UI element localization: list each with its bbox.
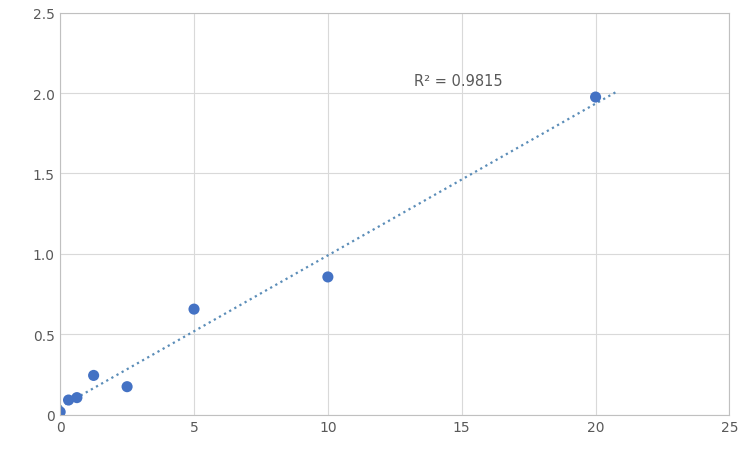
Point [62,396,74,404]
Point [188,306,200,313]
Point [590,94,602,101]
Point [71,394,83,401]
Point [121,383,133,391]
Point [54,409,66,416]
Point [87,372,99,379]
Text: R² = 0.9815: R² = 0.9815 [414,74,502,88]
Point [322,274,334,281]
